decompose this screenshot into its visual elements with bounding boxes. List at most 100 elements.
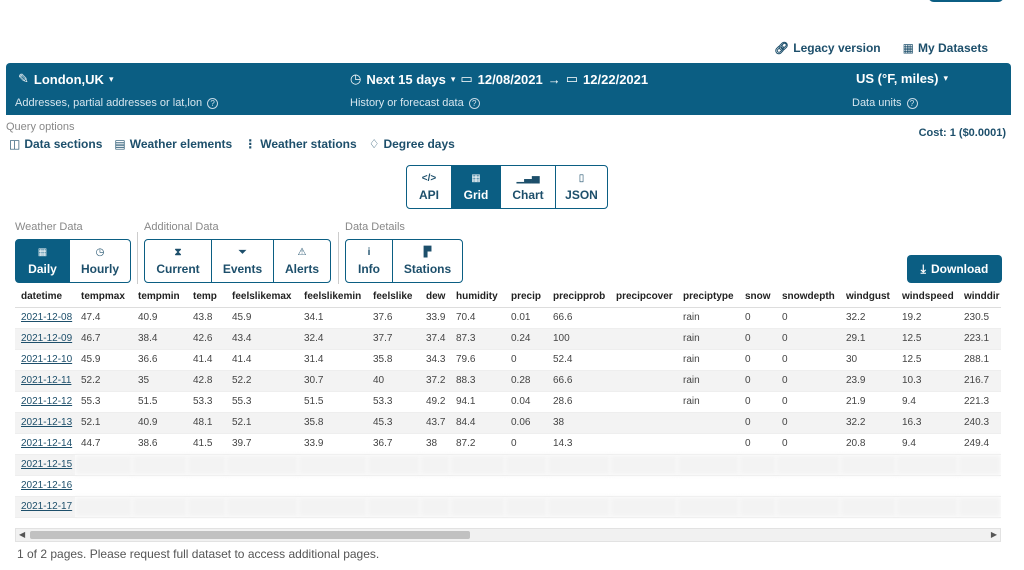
table-cell: 0 bbox=[776, 433, 840, 455]
horizontal-scrollbar[interactable]: ◀ ▶ bbox=[15, 528, 1001, 542]
table-cell bbox=[610, 412, 677, 434]
table-cell: 249.4 bbox=[958, 433, 1001, 455]
hourglass-icon: ⧗ bbox=[174, 246, 182, 258]
calendar-icon: ▭ bbox=[565, 71, 579, 86]
units-value: US (°F, miles) bbox=[856, 71, 939, 86]
units-selector[interactable]: US (°F, miles) ▾ bbox=[856, 71, 948, 86]
table-cell: 32.4 bbox=[298, 328, 367, 350]
column-header[interactable]: precipcover bbox=[610, 287, 677, 308]
column-header[interactable]: humidity bbox=[450, 287, 505, 308]
current-label: Current bbox=[156, 261, 200, 276]
events-button[interactable]: ⏷ Events bbox=[211, 239, 274, 283]
date-link[interactable]: 2021-12-09 bbox=[15, 328, 75, 350]
date-link[interactable]: 2021-12-10 bbox=[15, 349, 75, 371]
date-range-selector[interactable]: ◷ Next 15 days ▾ ▭ 12/08/2021 → ▭ 12/22/… bbox=[350, 71, 648, 87]
table-cell: 0 bbox=[505, 433, 547, 455]
tab-json[interactable]: ▯ JSON bbox=[555, 165, 608, 209]
table-cell: 14.3 bbox=[547, 433, 610, 455]
column-header[interactable]: windspeed bbox=[896, 287, 958, 308]
data-details-label: Data Details bbox=[345, 221, 405, 233]
scroll-right-icon[interactable]: ▶ bbox=[990, 530, 997, 539]
column-header[interactable]: tempmin bbox=[132, 287, 187, 308]
date-link[interactable]: 2021-12-08 bbox=[15, 307, 75, 329]
table-cell: 221.3 bbox=[958, 391, 1001, 413]
help-icon[interactable]: ? bbox=[468, 97, 480, 109]
location-selector[interactable]: ✎ London,UK ▾ bbox=[18, 71, 113, 87]
table-cell: 230.5 bbox=[958, 307, 1001, 329]
column-header[interactable]: feelslike bbox=[367, 287, 420, 308]
table-cell: 70.4 bbox=[450, 307, 505, 329]
stations-button[interactable]: ▛ Stations bbox=[392, 239, 463, 283]
help-icon[interactable]: ? bbox=[207, 97, 219, 109]
weather-elements-link[interactable]: ▤ Weather elements bbox=[114, 137, 232, 151]
column-header[interactable]: windgust bbox=[840, 287, 896, 308]
column-header[interactable]: preciptype bbox=[677, 287, 739, 308]
table-cell: 0.01 bbox=[505, 307, 547, 329]
weather-stations-link[interactable]: ⋮ Weather stations bbox=[244, 137, 356, 151]
help-icon[interactable]: ? bbox=[906, 97, 918, 109]
daily-button[interactable]: ▦ Daily bbox=[15, 239, 70, 283]
download-button[interactable]: ⤓ Download bbox=[907, 255, 1002, 283]
table-cell bbox=[450, 496, 505, 518]
table-cell: 39.7 bbox=[226, 433, 298, 455]
column-header[interactable]: winddir bbox=[958, 287, 1001, 308]
table-cell: 37.2 bbox=[420, 370, 450, 392]
date-link[interactable]: 2021-12-17 bbox=[15, 496, 75, 518]
column-header[interactable]: tempmax bbox=[75, 287, 132, 308]
table-cell: 35.8 bbox=[367, 349, 420, 371]
table-cell: 53.3 bbox=[367, 391, 420, 413]
column-header[interactable]: feelslikemax bbox=[226, 287, 298, 308]
alerts-button[interactable]: ⚠ Alerts bbox=[273, 239, 331, 283]
scrollbar-thumb[interactable] bbox=[30, 531, 470, 539]
table-cell: 33.9 bbox=[420, 307, 450, 329]
table-cell: 288.1 bbox=[958, 349, 1001, 371]
location-hint: Addresses, partial addresses or lat,lon … bbox=[15, 97, 219, 109]
table-cell bbox=[420, 496, 450, 518]
current-button[interactable]: ⧗ Current bbox=[144, 239, 212, 283]
tab-api[interactable]: </> API bbox=[406, 165, 452, 209]
tab-chart[interactable]: ▁▃▅ Chart bbox=[500, 165, 556, 209]
date-link[interactable]: 2021-12-14 bbox=[15, 433, 75, 455]
table-cell: 51.5 bbox=[132, 391, 187, 413]
scroll-left-icon[interactable]: ◀ bbox=[19, 530, 26, 539]
calendar-icon: ▭ bbox=[460, 71, 473, 86]
column-header[interactable]: snowdepth bbox=[776, 287, 840, 308]
degree-days-link[interactable]: ♢ Degree days bbox=[369, 137, 455, 151]
location-hint-text: Addresses, partial addresses or lat,lon bbox=[15, 97, 203, 109]
table-cell: 19.2 bbox=[896, 307, 958, 329]
table-cell: 87.2 bbox=[450, 433, 505, 455]
date-link[interactable]: 2021-12-13 bbox=[15, 412, 75, 434]
date-link[interactable]: 2021-12-11 bbox=[15, 370, 75, 392]
date-link[interactable]: 2021-12-12 bbox=[15, 391, 75, 413]
table-cell: 49.2 bbox=[420, 391, 450, 413]
column-header[interactable]: feelslikemin bbox=[298, 287, 367, 308]
my-datasets-link[interactable]: ▦ My Datasets bbox=[903, 41, 988, 55]
table-cell: 38 bbox=[547, 412, 610, 434]
top-action-button[interactable] bbox=[928, 0, 1004, 2]
tab-grid[interactable]: ▦ Grid bbox=[451, 165, 501, 209]
table-cell: 100 bbox=[547, 328, 610, 350]
date-to[interactable]: 12/22/2021 bbox=[583, 71, 649, 87]
column-header[interactable]: dew bbox=[420, 287, 450, 308]
column-header[interactable]: precipprob bbox=[547, 287, 610, 308]
table-cell: 53.3 bbox=[187, 391, 226, 413]
table-row: 2021-12-11 52.2 35 42.8 52.2 30.7 40 37.2 88.3 0.… bbox=[15, 370, 1001, 392]
legacy-version-link[interactable]: 🔗︎ Legacy version bbox=[774, 41, 881, 55]
date-from[interactable]: 12/08/2021 bbox=[477, 71, 543, 87]
column-header[interactable]: datetime bbox=[15, 287, 75, 308]
table-cell: 35 bbox=[132, 370, 187, 392]
hourly-button[interactable]: ◷ Hourly bbox=[69, 239, 131, 283]
bar-chart-icon: ▁▃▅ bbox=[516, 172, 540, 184]
column-header[interactable]: precip bbox=[505, 287, 547, 308]
table-cell: 43.7 bbox=[420, 412, 450, 434]
table-cell bbox=[367, 496, 420, 518]
table-cell: 38.4 bbox=[132, 328, 187, 350]
column-header[interactable]: snow bbox=[739, 287, 776, 308]
date-link[interactable]: 2021-12-15 bbox=[15, 454, 75, 476]
data-sections-link[interactable]: ◫ Data sections bbox=[9, 137, 102, 151]
info-button[interactable]: i Info bbox=[345, 239, 393, 283]
column-header[interactable]: temp bbox=[187, 287, 226, 308]
table-cell bbox=[132, 454, 187, 476]
date-link[interactable]: 2021-12-16 bbox=[15, 475, 75, 497]
group-divider bbox=[338, 232, 339, 284]
